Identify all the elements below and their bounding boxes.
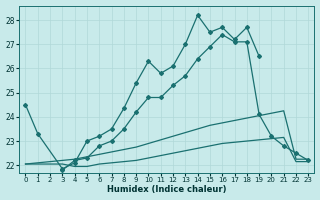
X-axis label: Humidex (Indice chaleur): Humidex (Indice chaleur) (107, 185, 227, 194)
